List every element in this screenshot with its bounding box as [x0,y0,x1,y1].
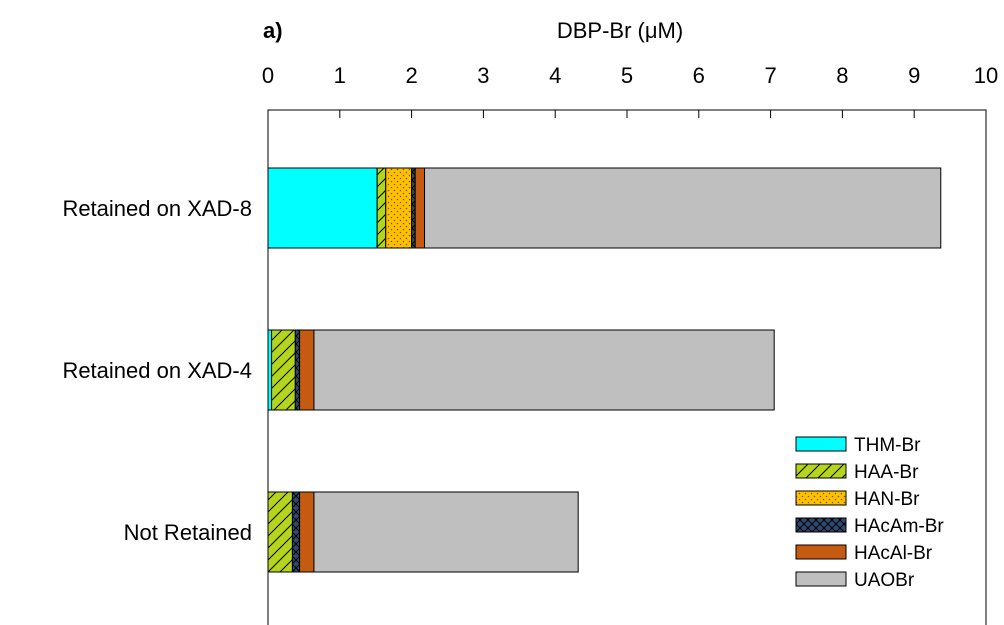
bar-segment-thm-br [267,167,378,249]
x-tick-label: 3 [477,63,489,88]
legend-swatch [795,463,847,479]
legend-label: HAcAl-Br [854,543,933,564]
legend-swatch [795,544,847,560]
legend-swatch [795,517,847,533]
legend-label: HAA-Br [854,462,919,483]
legend-label: HAcAm-Br [854,516,944,537]
bar-segment-hacam-br [291,491,301,573]
x-tick-label: 8 [836,63,848,88]
bar-segment-hacam-br [411,167,416,249]
category-label: Retained on XAD-8 [62,196,252,221]
x-ticks [267,110,987,118]
bar-segment-hacam-br [294,329,301,411]
x-tick-label: 2 [405,63,417,88]
category-label: Retained on XAD-4 [62,358,252,383]
bar-segment-haa-br [376,167,387,249]
bar-segment-uaobr [313,329,775,411]
bar-segment-hacal-br [299,329,315,411]
bar-segment-haa-br [267,491,293,573]
legend-swatch [795,436,847,452]
plot-frame [267,109,987,625]
legend-label: HAN-Br [854,489,920,510]
bar-segment-uaobr [313,491,579,573]
panel-label: a) [263,18,283,43]
bar-segment-han-br [385,167,413,249]
legend: THM-Br HAA-Br HAN-Br HAcAm-Br HAcAl-Br UAOBr [795,435,944,591]
legend-label: THM-Br [854,435,921,456]
bar-segment-thm-br [267,329,273,411]
x-axis-title: DBP-Br (μM) [557,18,683,43]
legend-swatch [795,571,847,587]
x-tick-label: 10 [974,63,998,88]
bar-segment-uaobr [424,167,942,249]
bar-segment-haa-br [271,329,296,411]
category-labels: Retained on XAD-8 Retained on XAD-4 Not Re… [62,196,252,545]
bar-segment-hacal-br [414,167,426,249]
legend-swatch [795,490,847,506]
x-tick-label: 6 [693,63,705,88]
bars-group [267,167,942,573]
legend-label: UAOBr [854,570,915,591]
x-tick-label: 0 [262,63,274,88]
bar-segment-hacal-br [299,491,315,573]
x-tick-label: 9 [908,63,920,88]
x-tick-label: 7 [764,63,776,88]
x-tick-label: 1 [334,63,346,88]
x-tick-label: 4 [549,63,561,88]
x-tick-labels: 0 1 2 3 4 5 6 7 8 9 10 [262,63,998,88]
category-label: Not Retained [124,520,252,545]
x-tick-label: 5 [621,63,633,88]
